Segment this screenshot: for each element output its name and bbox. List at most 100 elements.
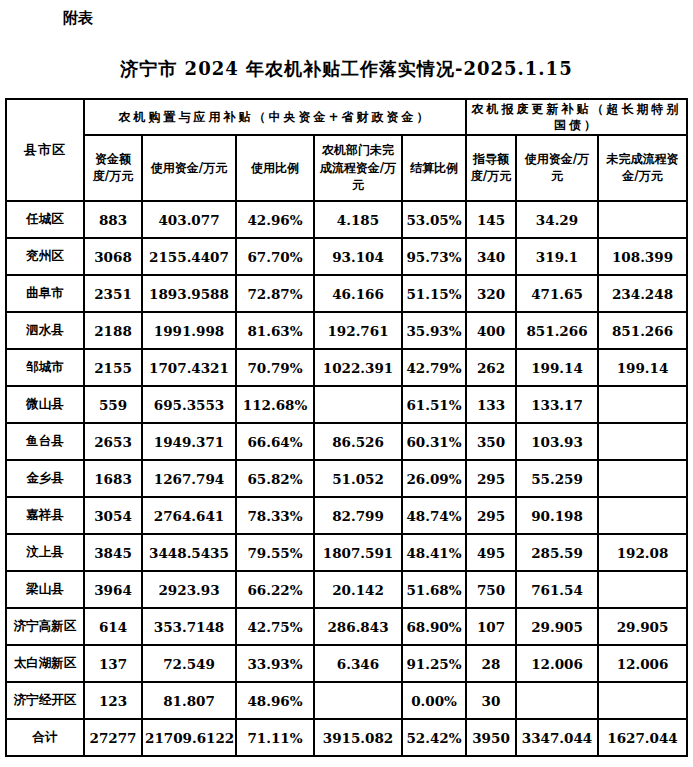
value-cell: 26.09% [402,460,466,497]
value-cell: 295 [466,497,516,534]
group-header-row: 县市区 农机购置与应用补贴（中央资金+省财政资金） 农机报废更新补贴（超长期特别… [6,99,687,135]
total-row: 合计2727721709.612271.11%3915.08252.42%395… [6,719,687,756]
value-cell: 48.74% [402,497,466,534]
table-row: 梁山县39642923.9366.22%20.14251.68%750761.5… [6,571,687,608]
value-cell [598,682,687,719]
value-cell: 1627.044 [598,719,687,756]
table-row: 曲阜市23511893.958872.87%46.16651.15%320471… [6,275,687,312]
value-cell: 66.22% [236,571,314,608]
value-cell: 42.79% [402,349,466,386]
value-cell [598,497,687,534]
value-cell: 12.006 [598,645,687,682]
sub-header-row: 资金额度/万元 使用资金/万元 使用比例 农机部门未完成流程资金/万元 结算比例… [6,135,687,201]
value-cell: 48.96% [236,682,314,719]
value-cell: 145 [466,201,516,238]
district-cell: 鱼台县 [6,423,84,460]
value-cell: 2764.641 [142,497,236,534]
value-cell: 495 [466,534,516,571]
value-cell: 234.248 [598,275,687,312]
table-row: 微山县559695.3553112.68%61.51%133133.17 [6,386,687,423]
document-page: 附表 济宁市 2024 年农机补贴工作落实情况-2025.1.15 县市区 农机… [0,0,693,767]
district-cell: 合计 [6,719,84,756]
value-cell: 42.96% [236,201,314,238]
district-cell: 嘉祥县 [6,497,84,534]
header-used-funds: 使用资金/万元 [142,135,236,201]
value-cell: 66.64% [236,423,314,460]
value-cell: 90.198 [516,497,598,534]
table-row: 泗水县21881991.99881.63%192.76135.93%400851… [6,312,687,349]
value-cell: 72.549 [142,645,236,682]
value-cell: 137 [84,645,142,682]
value-cell: 2653 [84,423,142,460]
value-cell: 3950 [466,719,516,756]
value-cell: 883 [84,201,142,238]
value-cell: 12.006 [516,645,598,682]
value-cell: 133 [466,386,516,423]
header-group-scrap-renewal-subsidy: 农机报废更新补贴（超长期特别国债） [466,99,687,135]
value-cell [516,682,598,719]
value-cell: 3068 [84,238,142,275]
value-cell: 340 [466,238,516,275]
value-cell: 2155.4407 [142,238,236,275]
value-cell: 71.11% [236,719,314,756]
value-cell: 20.142 [314,571,402,608]
header-settlement-ratio: 结算比例 [402,135,466,201]
value-cell: 3915.082 [314,719,402,756]
value-cell [598,201,687,238]
table-row: 鱼台县26531949.37166.64%86.52660.31%350103.… [6,423,687,460]
table-row: 任城区883403.07742.96%4.18553.05%14534.29 [6,201,687,238]
value-cell: 79.55% [236,534,314,571]
value-cell: 29.905 [516,608,598,645]
header-used-funds-scrap: 使用资金/万元 [516,135,598,201]
value-cell [598,460,687,497]
district-cell: 邹城市 [6,349,84,386]
value-cell: 30 [466,682,516,719]
table-body: 任城区883403.07742.96%4.18553.05%14534.29兖州… [6,201,687,756]
table-row: 济宁高新区614353.714842.75%286.84368.90%10729… [6,608,687,645]
value-cell: 51.15% [402,275,466,312]
value-cell: 123 [84,682,142,719]
value-cell: 95.73% [402,238,466,275]
value-cell: 1949.371 [142,423,236,460]
value-cell: 68.90% [402,608,466,645]
table-row: 兖州区30682155.440767.70%93.10495.73%340319… [6,238,687,275]
value-cell: 103.93 [516,423,598,460]
value-cell: 27277 [84,719,142,756]
value-cell: 3845 [84,534,142,571]
table-row: 邹城市21551707.432170.79%1022.39142.79%2621… [6,349,687,386]
value-cell [314,386,402,423]
value-cell: 1022.391 [314,349,402,386]
value-cell: 70.79% [236,349,314,386]
header-group-purchase-subsidy: 农机购置与应用补贴（中央资金+省财政资金） [84,99,466,135]
header-usage-ratio: 使用比例 [236,135,314,201]
value-cell: 21709.6122 [142,719,236,756]
district-cell: 太白湖新区 [6,645,84,682]
district-cell: 任城区 [6,201,84,238]
value-cell: 559 [84,386,142,423]
value-cell: 52.42% [402,719,466,756]
value-cell: 48.41% [402,534,466,571]
district-cell: 梁山县 [6,571,84,608]
value-cell: 471.65 [516,275,598,312]
value-cell: 851.266 [598,312,687,349]
value-cell: 1267.794 [142,460,236,497]
value-cell: 86.526 [314,423,402,460]
value-cell: 46.166 [314,275,402,312]
value-cell [598,386,687,423]
district-cell: 泗水县 [6,312,84,349]
district-cell: 微山县 [6,386,84,423]
value-cell: 400 [466,312,516,349]
value-cell: 29.905 [598,608,687,645]
value-cell: 3054 [84,497,142,534]
value-cell: 133.17 [516,386,598,423]
district-cell: 济宁经开区 [6,682,84,719]
value-cell: 3448.5435 [142,534,236,571]
value-cell: 42.75% [236,608,314,645]
value-cell: 51.052 [314,460,402,497]
value-cell: 81.807 [142,682,236,719]
header-district: 县市区 [6,99,84,201]
table-row: 济宁经开区12381.80748.96%0.00%30 [6,682,687,719]
value-cell: 3347.044 [516,719,598,756]
value-cell: 403.077 [142,201,236,238]
value-cell: 320 [466,275,516,312]
